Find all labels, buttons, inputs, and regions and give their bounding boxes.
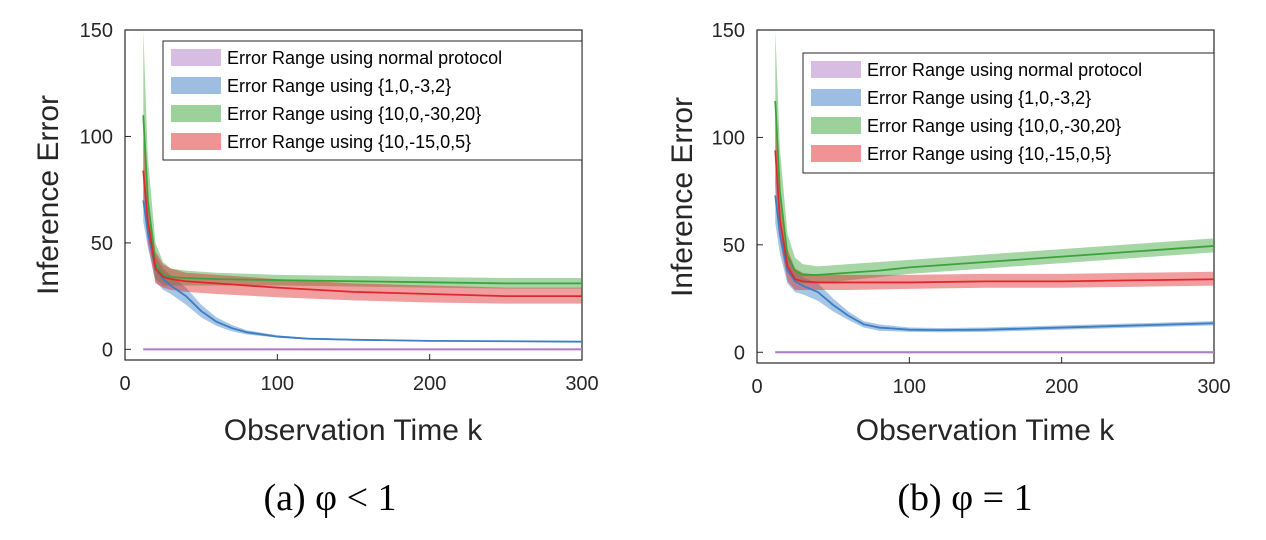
mean-line-2 <box>142 115 582 285</box>
legend-swatch <box>811 89 861 106</box>
mean-lines <box>774 100 1214 354</box>
legend-label: Error Range using normal protocol <box>867 60 1142 80</box>
x-ticks: 0 100 200 300 <box>751 357 1231 398</box>
x-axis-label: Observation Time k <box>224 414 483 447</box>
y-tick-label: 50 <box>723 235 745 257</box>
plot-frame <box>124 29 583 361</box>
y-ticks: 0 50 100 150 <box>80 20 131 361</box>
legend-swatch <box>811 61 861 78</box>
y-ticks: 0 50 100 150 <box>712 20 763 364</box>
x-tick-label: 300 <box>1197 376 1230 398</box>
plot-frame <box>756 29 1215 364</box>
legend-box <box>802 52 1215 174</box>
mean-line-1 <box>774 195 1214 332</box>
x-tick-label: 100 <box>261 373 294 395</box>
legend-label: Error Range using {10,-15,0,5} <box>227 132 471 152</box>
y-tick-label: 100 <box>712 127 745 149</box>
legend-label: Error Range using normal protocol <box>227 48 502 68</box>
y-axis-label: Inference Error <box>32 95 65 295</box>
mean-line-3 <box>774 150 1214 284</box>
caption-b: (b) φ = 1 <box>897 477 1032 519</box>
legend: Error Range using normal protocol Error R… <box>162 40 583 161</box>
legend-swatch <box>171 77 221 94</box>
y-tick-label: 0 <box>102 339 113 361</box>
legend-swatch <box>811 117 861 134</box>
legend-label: Error Range using {10,-15,0,5} <box>867 144 1111 164</box>
legend-label: Error Range using {10,0,-30,20} <box>867 116 1121 136</box>
y-tick-label: 0 <box>734 342 745 364</box>
x-ticks: 0 100 200 300 <box>119 354 599 395</box>
y-tick-label: 150 <box>80 20 113 42</box>
legend-label: Error Range using {1,0,-3,2} <box>227 76 451 96</box>
caption-a: (a) φ < 1 <box>263 477 396 519</box>
error-band-3 <box>143 136 582 304</box>
y-tick-label: 100 <box>80 126 113 148</box>
legend-swatch <box>171 49 221 66</box>
legend-swatch <box>171 133 221 150</box>
y-axis-label: Inference Error <box>666 97 699 297</box>
legend-box <box>162 40 583 161</box>
y-tick-label: 150 <box>712 20 745 42</box>
mean-lines <box>142 115 582 351</box>
x-tick-label: 300 <box>565 373 598 395</box>
legend: Error Range using normal protocol Error R… <box>802 52 1215 174</box>
error-band-3 <box>775 115 1214 290</box>
legend-swatch <box>171 105 221 122</box>
legend-swatch <box>811 145 861 162</box>
x-tick-label: 200 <box>413 373 446 395</box>
x-tick-label: 200 <box>1045 376 1078 398</box>
x-tick-label: 0 <box>751 376 762 398</box>
x-axis-label: Observation Time k <box>856 414 1115 447</box>
mean-line-2 <box>774 100 1214 276</box>
mean-line-3 <box>142 170 582 298</box>
x-tick-label: 0 <box>119 373 130 395</box>
x-tick-label: 100 <box>893 376 926 398</box>
legend-label: Error Range using {1,0,-3,2} <box>867 88 1091 108</box>
error-band-1 <box>143 179 582 343</box>
y-tick-label: 50 <box>91 233 113 255</box>
legend-label: Error Range using {10,0,-30,20} <box>227 104 481 124</box>
